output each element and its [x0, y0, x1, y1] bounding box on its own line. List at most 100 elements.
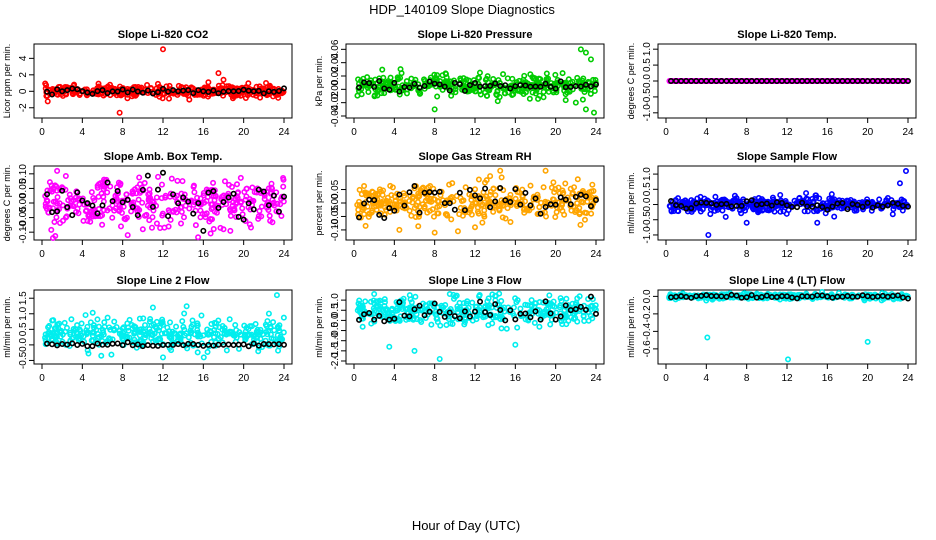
y-tick-label: -1.5 [330, 342, 341, 360]
mean-point [240, 216, 247, 223]
data-point [484, 92, 491, 99]
data-point [266, 212, 273, 219]
x-tick-label: 24 [902, 249, 914, 260]
mean-point [406, 313, 413, 320]
data-point [89, 337, 96, 344]
outlier-point [371, 291, 378, 298]
data-point [509, 91, 516, 98]
panel-9: Slope Line 4 (LT) Flow ml/min per min. 0 4 8… [626, 275, 917, 384]
data-point [463, 300, 470, 307]
outlier-point [704, 334, 711, 341]
data-point [536, 92, 543, 99]
data-point [476, 293, 483, 300]
mean-point [124, 89, 131, 96]
mean-point [49, 209, 56, 216]
mean-point [461, 308, 468, 315]
x-tick-label: 24 [278, 127, 290, 138]
mean-point [482, 309, 489, 316]
data-point [470, 77, 477, 84]
data-point [263, 329, 270, 336]
data-point [87, 319, 94, 326]
mean-point [572, 306, 579, 313]
data-point [62, 172, 69, 179]
mean-point [904, 78, 911, 85]
data-point [530, 75, 537, 82]
data-point [145, 195, 152, 202]
data-point [76, 326, 83, 333]
data-point [246, 331, 253, 338]
data-point [469, 201, 476, 208]
mean-point [79, 88, 86, 95]
mean-point [783, 293, 790, 300]
mean-point [859, 292, 866, 299]
x-tick-label: 4 [392, 249, 398, 260]
mean-point [371, 316, 378, 323]
data-point [207, 230, 214, 237]
mean-point [542, 80, 549, 87]
data-point [428, 198, 435, 205]
data-point [415, 190, 422, 197]
data-point [449, 180, 456, 187]
panel-title: Slope Line 4 (LT) Flow [729, 275, 845, 287]
data-point [561, 211, 568, 218]
data-point [415, 223, 422, 230]
outlier-point [431, 229, 438, 236]
data-point [153, 220, 160, 227]
mean-point [552, 201, 559, 208]
y-tick-label: 0.0 [642, 74, 653, 88]
mean-point [763, 292, 770, 299]
data-point [469, 299, 476, 306]
data-point [588, 210, 595, 217]
data-point [221, 178, 228, 185]
data-point [417, 90, 424, 97]
mean-point [547, 310, 554, 317]
data-point [99, 326, 106, 333]
mean-point [149, 342, 156, 349]
mean-point [471, 308, 478, 315]
data-point [426, 207, 433, 214]
mean-point [69, 340, 76, 347]
mean-point [195, 200, 202, 207]
data-point [280, 314, 287, 321]
x-tick-label: 20 [238, 373, 250, 384]
data-point [510, 304, 517, 311]
data-point [528, 303, 535, 310]
mean-point [215, 90, 222, 97]
data-point [434, 319, 441, 326]
mean-point [134, 212, 141, 219]
x-tick-label: 12 [157, 127, 169, 138]
x-tick-label: 0 [351, 373, 357, 384]
mean-point [240, 341, 247, 348]
data-point [384, 194, 391, 201]
mean-point [768, 202, 775, 209]
data-point [168, 175, 175, 182]
data-point [801, 208, 808, 215]
mean-point [356, 214, 363, 221]
data-point [376, 297, 383, 304]
data-point [48, 188, 55, 195]
data-point [559, 321, 566, 328]
data-point [268, 335, 275, 342]
x-tick-label: 8 [120, 373, 126, 384]
mean-point [361, 200, 368, 207]
mean-point [487, 204, 494, 211]
data-point [212, 192, 219, 199]
panel-title: Slope Sample Flow [737, 151, 838, 163]
outlier-point [215, 70, 222, 77]
data-point [147, 316, 154, 323]
data-point [367, 298, 374, 305]
mean-point [139, 186, 146, 193]
data-point [208, 216, 215, 223]
data-point [84, 323, 91, 330]
outlier-point [471, 224, 478, 231]
y-tick-label: 1.0 [18, 306, 29, 320]
data-point [132, 323, 139, 330]
data-point [62, 186, 69, 193]
mean-point [215, 204, 222, 211]
data-point [208, 321, 215, 328]
mean-point [371, 197, 378, 204]
y-tick-label: 0.06 [330, 39, 341, 59]
data-point [163, 330, 170, 337]
y-tick-label: -0.4 [642, 322, 653, 340]
